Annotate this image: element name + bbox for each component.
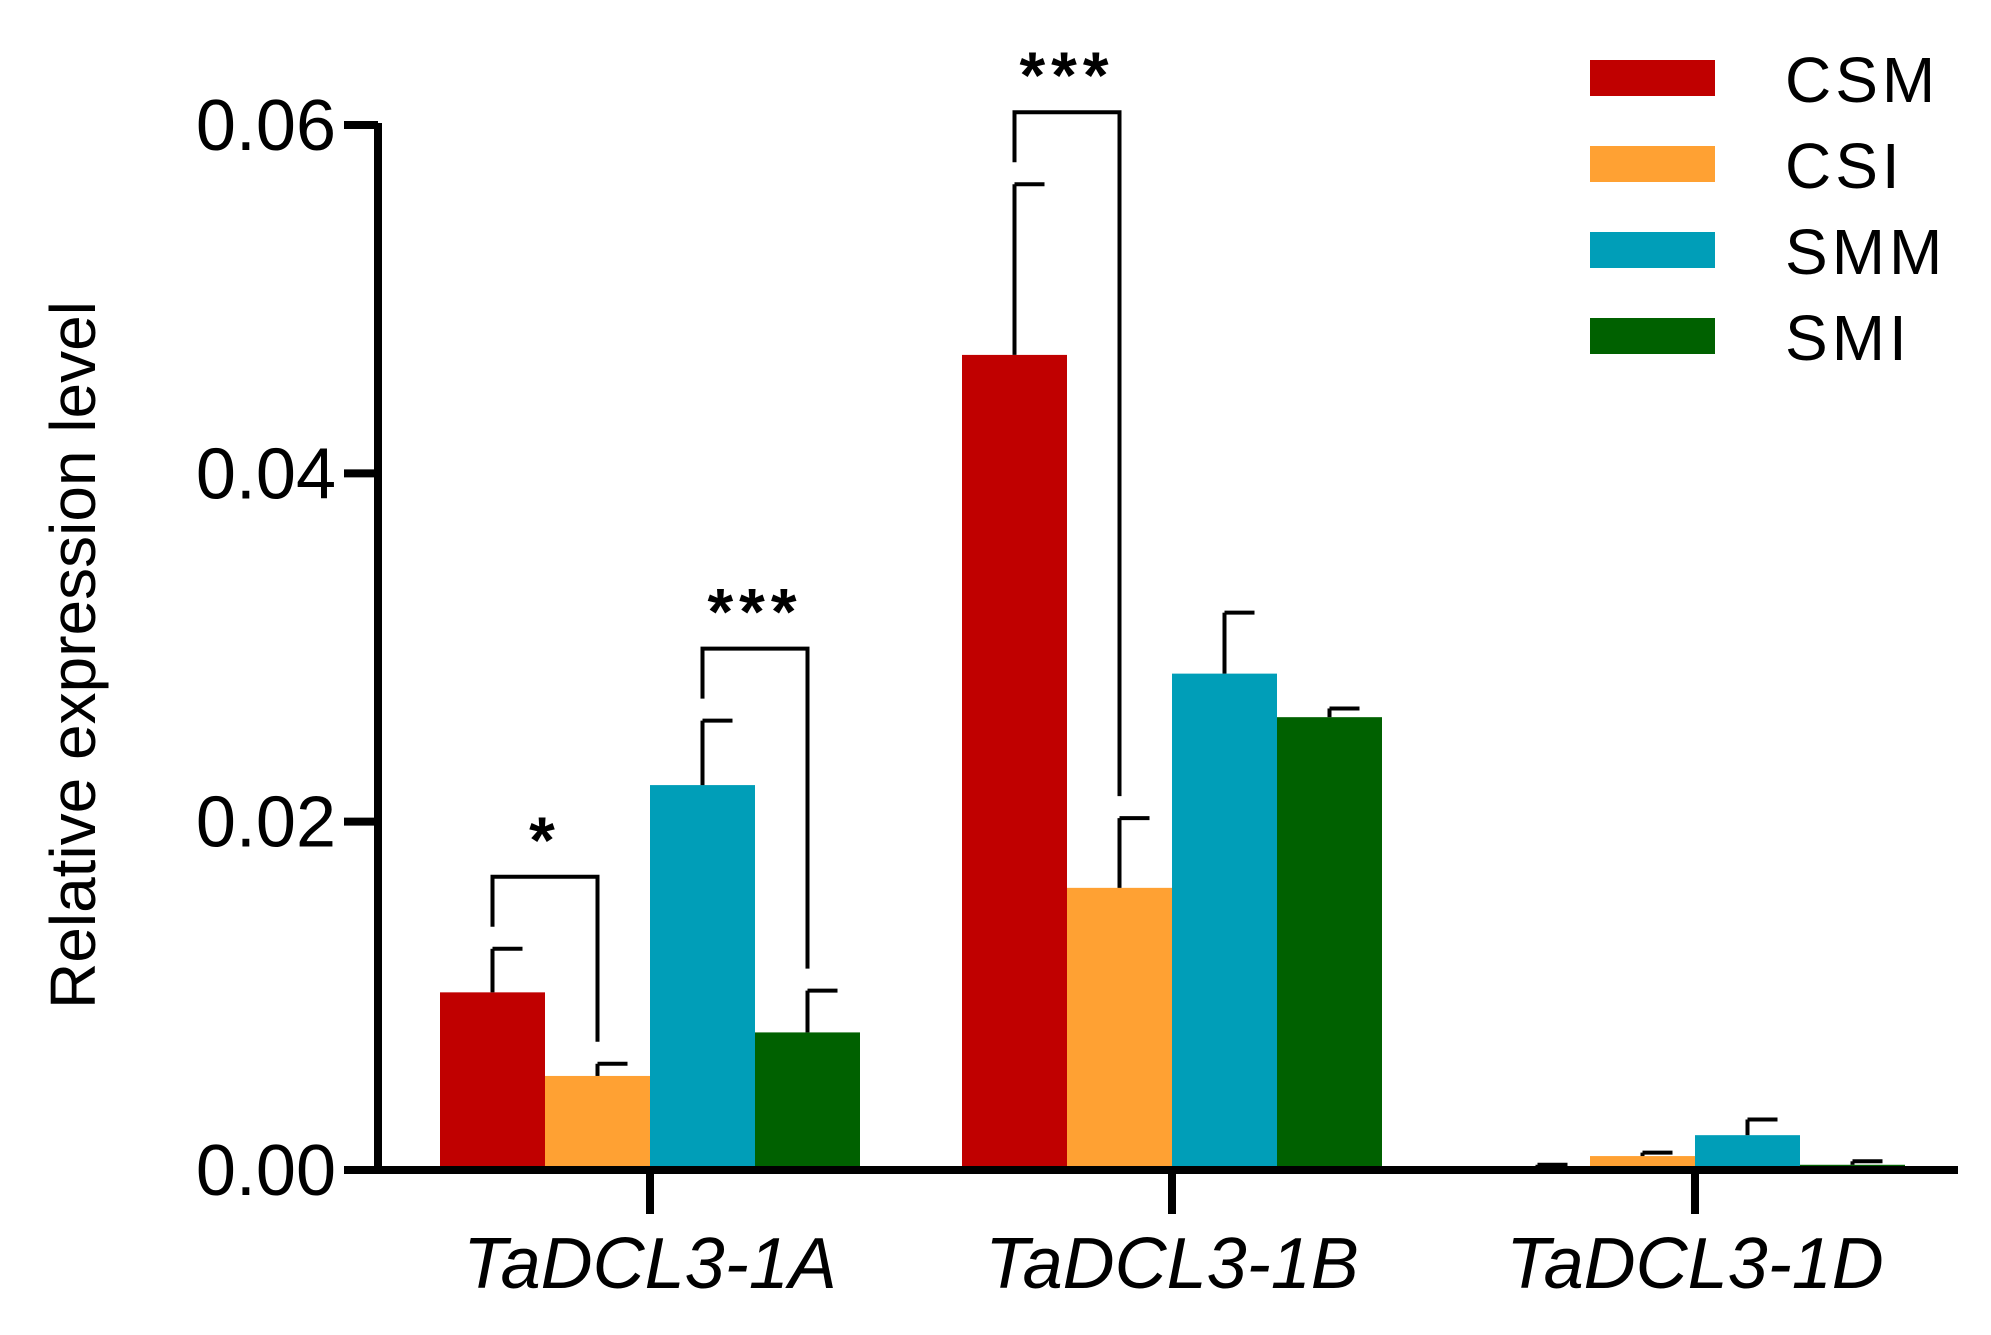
significance-group: ******* bbox=[490, 38, 1122, 1042]
legend-label-csi: CSI bbox=[1785, 130, 1904, 202]
y-tick-label: 0.02 bbox=[196, 783, 336, 863]
x-category-label: TaDCL3-1A bbox=[463, 1224, 837, 1304]
y-axis-label: Relative expression level bbox=[37, 301, 109, 1009]
y-tick-label: 0.00 bbox=[196, 1131, 336, 1211]
x-category-label: TaDCL3-1D bbox=[1506, 1224, 1884, 1304]
legend-label-csm: CSM bbox=[1785, 44, 1939, 116]
bar-csi bbox=[1067, 887, 1172, 1170]
legend-swatch-csm bbox=[1590, 60, 1715, 96]
bar-smm bbox=[650, 785, 755, 1170]
y-tick-label: 0.06 bbox=[196, 86, 336, 166]
significance-bracket bbox=[1012, 110, 1122, 797]
legend-label-smi: SMI bbox=[1785, 302, 1911, 374]
significance-label: *** bbox=[1019, 38, 1114, 112]
legend-swatch-smi bbox=[1590, 318, 1715, 354]
x-category-label: TaDCL3-1B bbox=[985, 1224, 1359, 1304]
bar-csi bbox=[545, 1075, 650, 1170]
legend-swatch-smm bbox=[1590, 232, 1715, 268]
bars-group bbox=[440, 354, 1905, 1170]
bar-smm bbox=[1695, 1135, 1800, 1170]
error-bars-group bbox=[490, 182, 1883, 1167]
significance-bracket bbox=[700, 646, 810, 969]
bar-csm bbox=[440, 992, 545, 1170]
significance-bracket bbox=[490, 874, 600, 1042]
significance-label: * bbox=[529, 803, 561, 877]
legend-swatch-csi bbox=[1590, 146, 1715, 182]
legend-label-smm: SMM bbox=[1785, 216, 1946, 288]
axes-group: 0.00 0.02 0.04 0.06 TaDCL3-1A TaDCL3-1B TaDCL3… bbox=[196, 86, 1958, 1304]
significance-label: *** bbox=[707, 575, 802, 649]
bar-smi bbox=[755, 1032, 860, 1170]
bar-csm bbox=[962, 354, 1067, 1170]
bar-smm bbox=[1172, 673, 1277, 1170]
bar-smi bbox=[1277, 717, 1382, 1170]
legend: CSM CSI SMM SMI bbox=[1590, 44, 1946, 374]
y-tick-label: 0.04 bbox=[196, 434, 336, 514]
